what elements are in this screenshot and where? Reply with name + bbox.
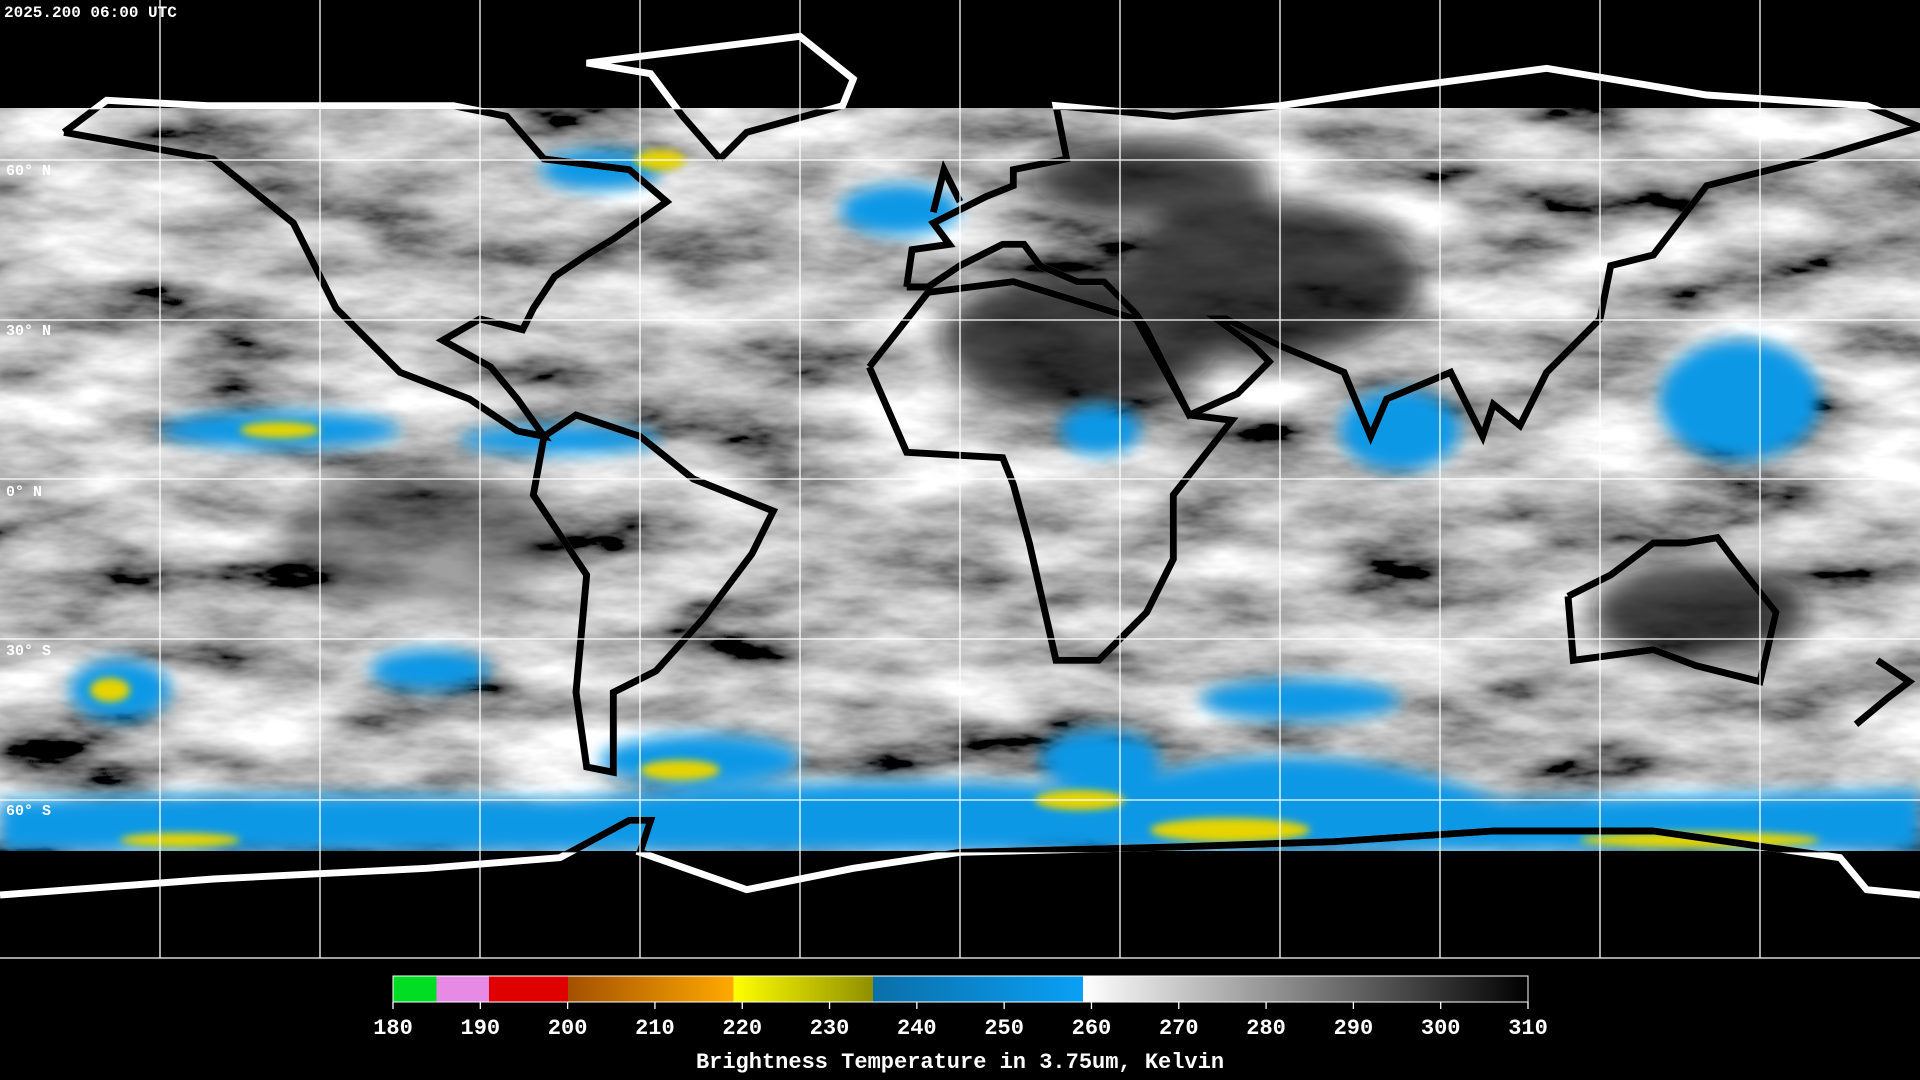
colorbar-tick-label: 190	[461, 1016, 501, 1041]
latitude-label: 30° N	[6, 323, 51, 340]
latitude-label: 0° N	[6, 484, 42, 501]
graticule	[0, 0, 1920, 959]
latitude-label: 30° S	[6, 643, 51, 660]
colorbar-tick-label: 240	[897, 1016, 937, 1041]
colorbar-tick-label: 230	[810, 1016, 850, 1041]
colorbar-ticks: 180 190 200 210 220 230 240 250 260 270 280 290 300 3…	[373, 1002, 1548, 1041]
colorbar-tick-label: 260	[1072, 1016, 1112, 1041]
latitude-labels: 60° N 30° N 0° N 30° S 60° S	[6, 163, 51, 820]
colorbar-tick-label: 250	[984, 1016, 1024, 1041]
timestamp: 2025.200 06:00 UTC	[4, 4, 177, 22]
colorbar-title: Brightness Temperature in 3.75um, Kelvin	[696, 1050, 1224, 1075]
colorbar-tick-label: 210	[635, 1016, 675, 1041]
colorbar-tick-label: 290	[1334, 1016, 1374, 1041]
colorbar-tick-label: 310	[1508, 1016, 1548, 1041]
latitude-label: 60° N	[6, 163, 51, 180]
colorbar	[392, 975, 1529, 1003]
colorbar-tick-label: 300	[1421, 1016, 1461, 1041]
latitude-label: 60° S	[6, 803, 51, 820]
colorbar-tick-label: 180	[373, 1016, 413, 1041]
colorbar-tick-label: 220	[722, 1016, 762, 1041]
colorbar-tick-label: 200	[548, 1016, 588, 1041]
colorbar-tick-label: 270	[1159, 1016, 1199, 1041]
colorbar-tick-label: 280	[1246, 1016, 1286, 1041]
